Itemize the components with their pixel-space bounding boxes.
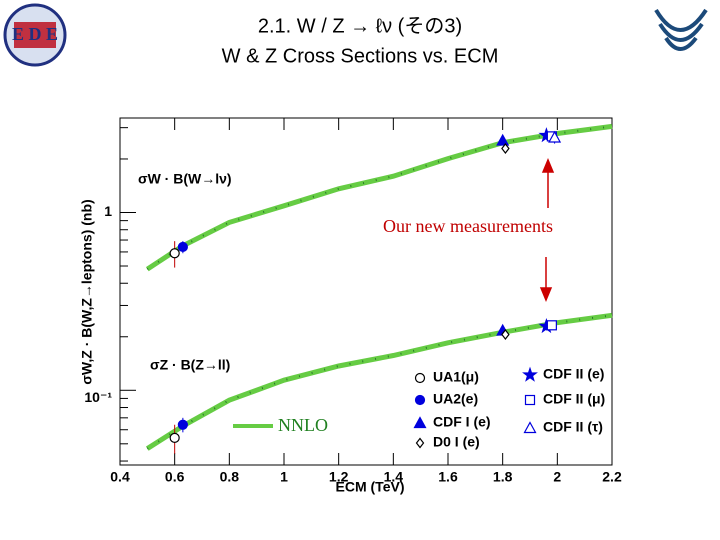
x-tick-label: 1.6 [438, 469, 458, 485]
data-point [496, 133, 510, 146]
curve-label: σZ · B(Z→ll) [150, 357, 230, 373]
theory-curve-dots [146, 125, 613, 271]
x-tick-label: 1.2 [329, 469, 349, 485]
legend-marker [415, 437, 425, 449]
data-point [501, 143, 510, 154]
data-point [169, 248, 180, 259]
arrows [539, 158, 555, 302]
right-logo [654, 8, 708, 51]
legend-marker [414, 394, 426, 406]
plot-frame [119, 117, 613, 466]
title: 2.1. W / Z → ℓν (その3) [258, 15, 462, 37]
y-axis-label: σW,Z · B(W,Z→leptons) (nb) [79, 199, 95, 384]
data-point [546, 320, 557, 331]
legend-marker [523, 421, 537, 434]
legend-marker [414, 372, 426, 384]
legend-label: UA1(μ) [433, 369, 479, 385]
legend-label: CDF I (e) [433, 414, 491, 430]
curve-label: σW · B(W→lν) [138, 171, 232, 187]
x-tick-label: 2 [553, 469, 561, 485]
x-tick-label: 0.8 [220, 469, 240, 485]
svg-text:E D E: E D E [12, 24, 58, 44]
data-point [177, 241, 188, 253]
legend-marker [524, 394, 536, 406]
x-tick-label: 1.8 [493, 469, 513, 485]
legend-label: CDF II (e) [543, 366, 604, 382]
theory-curve [145, 312, 613, 451]
x-tick-label: 1 [280, 469, 288, 485]
legend-marker [522, 366, 538, 382]
data-point [501, 329, 510, 340]
x-tick-label: 1.4 [384, 469, 404, 485]
y-tick-label: 10⁻¹ [84, 389, 112, 405]
legend-marker [413, 416, 427, 429]
legend-label: CDF II (μ) [543, 391, 605, 407]
left-logo: E D E [3, 3, 67, 67]
x-tick-label: 0.4 [110, 469, 130, 485]
data-point [548, 130, 562, 143]
data-point [169, 432, 180, 443]
x-axis-label: ECM (TeV) [336, 479, 405, 495]
legend-label: CDF II (τ) [543, 419, 603, 435]
y-tick-label: 1 [104, 203, 112, 219]
x-tick-label: 0.6 [165, 469, 185, 485]
legend-label: D0 I (e) [433, 434, 480, 450]
x-tick-label: 2.2 [602, 469, 622, 485]
legend-label: UA2(e) [433, 391, 478, 407]
annotation: Our new measurements [383, 216, 553, 236]
data-point [177, 419, 188, 430]
theory-curve [145, 123, 613, 272]
nnlo-legend-label: NNLO [278, 415, 328, 435]
subtitle: W & Z Cross Sections vs. ECM [222, 45, 499, 67]
